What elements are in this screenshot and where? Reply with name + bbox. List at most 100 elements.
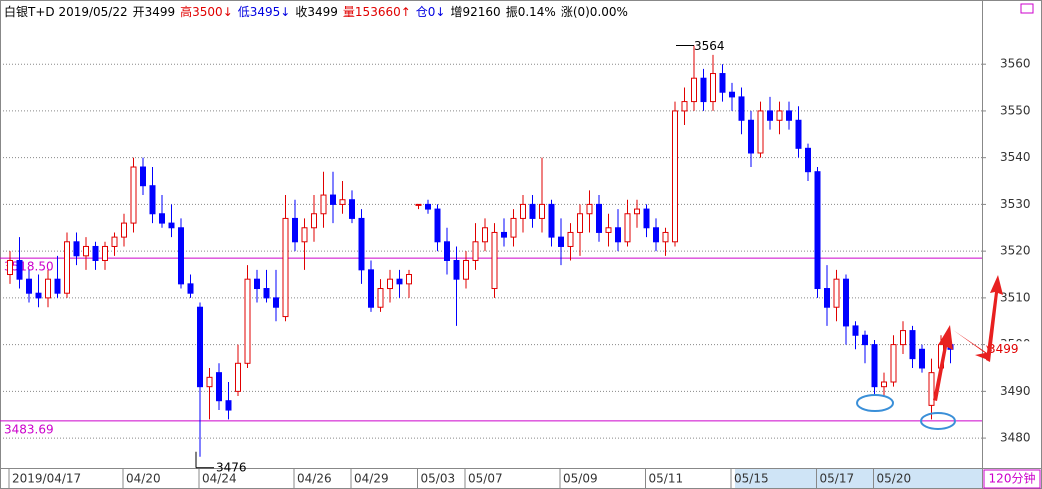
- x-tick-label: 05/09: [563, 472, 598, 486]
- x-tick-label: 04/20: [126, 472, 161, 486]
- candle-body: [330, 194, 336, 205]
- candle-body: [64, 241, 70, 294]
- y-tick-label: 3540: [1000, 150, 1031, 164]
- candle-body: [73, 241, 80, 257]
- candle-body: [890, 344, 897, 383]
- arrow: [986, 275, 1003, 362]
- candle-body: [567, 231, 574, 247]
- candle-body: [491, 231, 498, 290]
- candle-body: [273, 297, 279, 308]
- x-tick-label: 05/17: [820, 472, 855, 486]
- candle-body: [140, 166, 146, 187]
- candle-body: [634, 208, 640, 215]
- candle-body: [444, 241, 450, 261]
- candle-body: [852, 325, 859, 336]
- candle-body: [7, 259, 13, 276]
- candle-body: [843, 278, 849, 327]
- header-item: 白银T+D 2019/05/22: [4, 4, 128, 19]
- y-tick-label: 3480: [1000, 431, 1031, 445]
- candle-body: [83, 245, 89, 257]
- header-item: 仓0↓: [416, 5, 446, 19]
- candle-body: [111, 236, 118, 247]
- candle-body: [643, 208, 650, 229]
- candle-body: [425, 203, 431, 210]
- candle-body: [320, 194, 327, 215]
- candle-body: [216, 372, 222, 402]
- candle-body: [406, 274, 412, 285]
- circle-marker: [920, 412, 956, 430]
- candle-body: [387, 278, 393, 290]
- candle-body: [92, 245, 99, 261]
- candle-body: [396, 278, 403, 285]
- candle-body: [605, 227, 612, 233]
- candle-body: [776, 110, 783, 121]
- header-item: 收3499: [295, 5, 338, 19]
- candle-body: [681, 101, 688, 112]
- period-box[interactable]: [983, 469, 1041, 489]
- candle-body: [767, 110, 773, 121]
- candle-body: [159, 213, 165, 224]
- x-tick-label: 2019/04/17: [12, 472, 81, 486]
- header-item: 开3499: [133, 5, 176, 19]
- x-tick-label: 04/26: [297, 472, 332, 486]
- y-tick-label: 3560: [1000, 57, 1031, 71]
- x-tick-label: 05/03: [421, 472, 456, 486]
- candle-body: [235, 362, 241, 392]
- candle-body: [282, 217, 289, 318]
- candle-body: [824, 288, 830, 308]
- x-tick-label: 05/11: [649, 472, 684, 486]
- candle-body: [349, 199, 355, 219]
- candle-body: [415, 203, 422, 206]
- candle-body: [871, 344, 878, 388]
- candle-body: [900, 330, 906, 346]
- candle-body: [719, 73, 726, 93]
- candle-body: [453, 259, 460, 280]
- last-price-bg: [985, 341, 1035, 358]
- candle-body: [45, 278, 51, 299]
- candle-body: [501, 231, 507, 238]
- x-tick-label: 04/29: [354, 472, 389, 486]
- candle-body: [729, 91, 735, 98]
- candle-body: [909, 330, 916, 360]
- header-item: 量153660↑: [343, 5, 411, 19]
- header-item: 低3495↓: [238, 5, 291, 19]
- candle-body: [149, 185, 156, 215]
- candle-body: [254, 278, 260, 290]
- x-tick-label: 05/07: [468, 472, 503, 486]
- candle-body: [814, 171, 821, 290]
- candle-body: [206, 376, 213, 388]
- candle-body: [805, 147, 811, 173]
- circle-marker: [856, 394, 894, 412]
- reference-label: 3483.69: [4, 422, 54, 436]
- candle-body: [786, 110, 792, 121]
- candle-body: [748, 119, 754, 154]
- candle-body: [301, 227, 308, 243]
- reference-label: 3518.50: [4, 260, 54, 274]
- candle-body: [26, 278, 32, 294]
- candle-body: [472, 241, 479, 261]
- candle-body: [862, 334, 868, 346]
- y-tick-label: 3550: [1000, 103, 1031, 117]
- y-tick-label: 3490: [1000, 384, 1031, 398]
- candle-body: [757, 110, 764, 154]
- candle-body: [16, 259, 23, 280]
- candle-body: [463, 259, 469, 280]
- y-tick-label: 3530: [1000, 197, 1031, 211]
- candle-body: [434, 208, 441, 243]
- candle-body: [548, 203, 555, 238]
- plot: 3480349035003510352035303540355035602019…: [0, 39, 1035, 488]
- arrow: [933, 325, 953, 401]
- min-label: 3476: [216, 460, 247, 474]
- x-tick-label: 05/20: [877, 472, 912, 486]
- x-tick-label: 04/24: [202, 472, 237, 486]
- candle-body: [35, 292, 42, 299]
- candle-body: [615, 227, 621, 243]
- corner-button[interactable]: [1020, 3, 1034, 14]
- candle-body: [586, 203, 593, 215]
- candle-body: [928, 372, 935, 406]
- candle-body: [700, 77, 707, 103]
- candle-body: [130, 166, 137, 224]
- candle-body: [54, 278, 61, 294]
- period-label[interactable]: 120分钟: [989, 471, 1036, 486]
